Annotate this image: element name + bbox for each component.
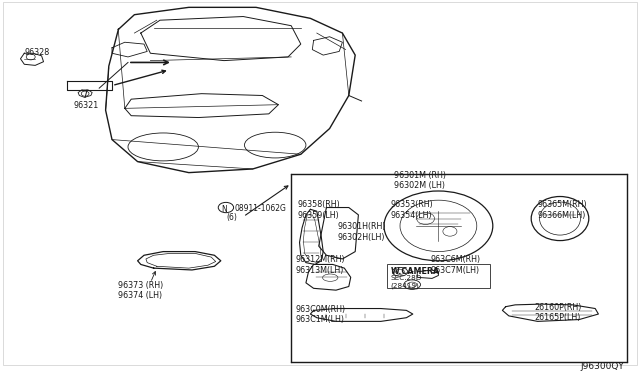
- Text: 963C6M(RH)
963C7M(LH): 963C6M(RH) 963C7M(LH): [430, 255, 480, 275]
- Text: 963C0M(RH)
963C1M(LH): 963C0M(RH) 963C1M(LH): [296, 305, 346, 324]
- Text: 26160P(RH)
26165P(LH): 26160P(RH) 26165P(LH): [534, 303, 582, 323]
- Text: 96301M (RH)
96302M (LH): 96301M (RH) 96302M (LH): [394, 171, 445, 190]
- Bar: [291, 174, 627, 362]
- Text: 96365M(RH)
96366M(LH): 96365M(RH) 96366M(LH): [538, 200, 588, 219]
- Text: 96353(RH)
96354(LH): 96353(RH) 96354(LH): [390, 200, 433, 219]
- Text: SEC.28D
(28419): SEC.28D (28419): [390, 276, 422, 289]
- Bar: [387, 264, 490, 288]
- Text: N: N: [221, 205, 227, 214]
- Text: 96312M(RH)
96313M(LH): 96312M(RH) 96313M(LH): [296, 255, 346, 275]
- Text: 08911-1062G: 08911-1062G: [235, 204, 287, 213]
- Text: 96321: 96321: [74, 101, 99, 110]
- Text: (6): (6): [226, 213, 237, 222]
- Text: 96301H(RH)
96302H(LH): 96301H(RH) 96302H(LH): [337, 222, 386, 242]
- Text: 96328: 96328: [24, 48, 49, 57]
- Text: 96358(RH)
96359(LH): 96358(RH) 96359(LH): [298, 200, 340, 219]
- Text: 96373 (RH)
96374 (LH): 96373 (RH) 96374 (LH): [118, 281, 164, 300]
- Text: W.CAMERA: W.CAMERA: [390, 267, 440, 276]
- Text: J96300QY: J96300QY: [580, 362, 624, 371]
